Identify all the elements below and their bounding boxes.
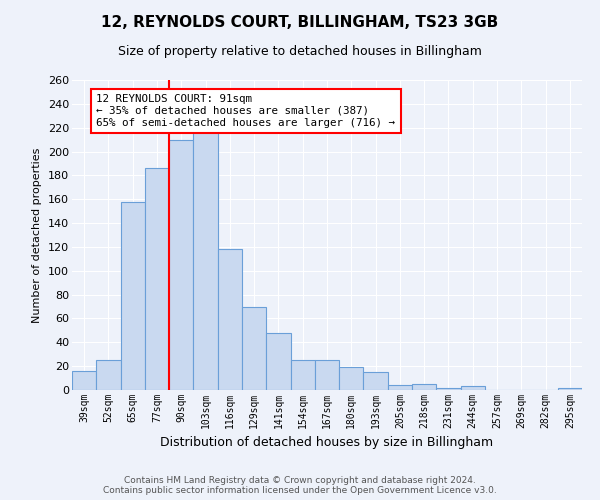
Bar [315, 360, 339, 390]
Bar [558, 388, 582, 390]
Bar [290, 360, 315, 390]
Text: 12 REYNOLDS COURT: 91sqm
← 35% of detached houses are smaller (387)
65% of semi-: 12 REYNOLDS COURT: 91sqm ← 35% of detach… [96, 94, 395, 128]
Bar [339, 368, 364, 390]
Bar [145, 168, 169, 390]
Bar [461, 386, 485, 390]
Text: 12, REYNOLDS COURT, BILLINGHAM, TS23 3GB: 12, REYNOLDS COURT, BILLINGHAM, TS23 3GB [101, 15, 499, 30]
Bar [388, 385, 412, 390]
X-axis label: Distribution of detached houses by size in Billingham: Distribution of detached houses by size … [160, 436, 494, 450]
Text: Size of property relative to detached houses in Billingham: Size of property relative to detached ho… [118, 45, 482, 58]
Bar [364, 372, 388, 390]
Bar [266, 333, 290, 390]
Bar [121, 202, 145, 390]
Bar [218, 250, 242, 390]
Y-axis label: Number of detached properties: Number of detached properties [32, 148, 43, 322]
Text: Contains HM Land Registry data © Crown copyright and database right 2024.
Contai: Contains HM Land Registry data © Crown c… [103, 476, 497, 495]
Bar [436, 388, 461, 390]
Bar [72, 371, 96, 390]
Bar [242, 306, 266, 390]
Bar [412, 384, 436, 390]
Bar [169, 140, 193, 390]
Bar [96, 360, 121, 390]
Bar [193, 116, 218, 390]
